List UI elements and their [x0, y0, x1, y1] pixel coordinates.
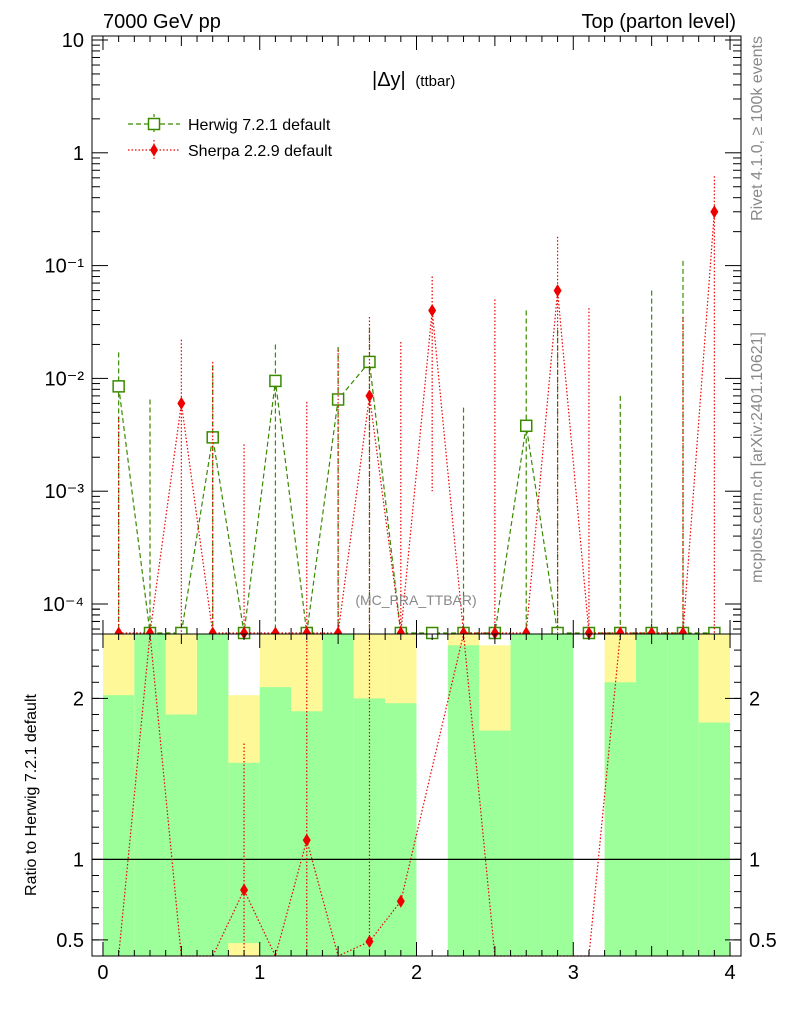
plot-title-main: |Δy| — [372, 69, 406, 91]
y-tick-label: 10⁻³ — [45, 481, 85, 503]
plot-title-sub: (ttbar) — [415, 73, 455, 90]
sherpa-ratio-point — [302, 833, 311, 847]
ratio-band-green — [447, 645, 480, 956]
rivet-label: Rivet 4.1.0, ≥ 100k events — [749, 36, 766, 221]
legend-entry-sherpa: Sherpa 2.2.9 default — [128, 140, 333, 160]
ratio-x-tick-label: 4 — [724, 962, 735, 984]
sherpa-data-point — [177, 396, 186, 410]
sherpa-data-point — [365, 389, 374, 403]
ratio-band-green — [259, 687, 292, 956]
ratio-band-green — [698, 722, 731, 956]
main-data-layer — [112, 176, 721, 640]
ratio-band-green — [134, 634, 166, 956]
herwig-data-point — [269, 374, 282, 388]
ratio-band-green — [604, 682, 636, 956]
mcplots-label: mcplots.cern.ch [arXiv:2401.10621] — [749, 332, 766, 583]
legend-herwig-marker — [147, 117, 161, 131]
ratio-band-green — [510, 634, 542, 956]
sherpa-ratio-point — [365, 935, 374, 949]
ratio-band-green — [667, 634, 699, 956]
main-plot-panel: 10 1 10⁻¹ 10⁻² 10⁻³ 10⁻⁴ |Δy| (ttbar) (MC_PRA… — [43, 30, 742, 640]
ratio-y-tick-label-left: 2 — [73, 688, 84, 710]
sherpa-data-point — [553, 284, 562, 298]
analysis-label: (MC_PRA_TTBAR) — [355, 592, 476, 608]
ratio-band-green — [102, 695, 135, 956]
sherpa-data-point — [490, 626, 499, 640]
herwig-data-point — [363, 355, 376, 369]
sherpa-ratio-point — [240, 883, 249, 897]
ratio-uncertainty-bands — [102, 634, 731, 956]
ratio-band-green — [541, 634, 574, 956]
ratio-plot-panel: 0.5 0.5 1 1 2 2 0 1 2 3 4 Ratio to Herwig 7.2.1 de… — [23, 633, 777, 984]
ratio-band-green — [635, 634, 668, 956]
ratio-band-green — [197, 634, 229, 956]
sherpa-data-point — [710, 205, 719, 219]
y-tick-label: 10⁻² — [45, 368, 85, 390]
main-y-axis: 10 1 10⁻¹ 10⁻² 10⁻³ 10⁻⁴ — [43, 30, 741, 634]
herwig-data-point — [519, 419, 533, 433]
herwig-data-point — [112, 380, 125, 393]
plot-title: |Δy| (ttbar) — [372, 69, 455, 91]
header-left: 7000 GeV pp — [103, 11, 221, 33]
ratio-y-axis-label: Ratio to Herwig 7.2.1 default — [23, 694, 40, 896]
legend-sherpa-marker — [150, 143, 158, 157]
ratio-x-tick-label: 0 — [97, 962, 108, 984]
y-tick-label: 10⁻¹ — [45, 256, 85, 278]
sherpa-series-line — [118, 211, 715, 634]
sherpa-data-point — [240, 626, 249, 640]
sherpa-data-point — [584, 626, 593, 640]
ratio-band-green — [165, 714, 198, 956]
ratio-y-tick-label-left: 1 — [73, 849, 84, 871]
header-right: Top (parton level) — [581, 11, 736, 33]
legend-sherpa-label: Sherpa 2.2.9 default — [188, 143, 333, 160]
ratio-y-tick-label-right: 1 — [749, 849, 760, 871]
y-tick-label: 10⁻⁴ — [43, 594, 84, 616]
ratio-y-tick-label-left: 0.5 — [56, 930, 84, 952]
legend-entry-herwig: Herwig 7.2.1 default — [128, 114, 331, 134]
ratio-x-tick-label: 2 — [411, 962, 422, 984]
ratio-band-green — [322, 634, 354, 956]
herwig-data-point — [206, 431, 219, 444]
legend-herwig-label: Herwig 7.2.1 default — [188, 117, 331, 134]
sherpa-data-point — [428, 303, 437, 317]
ratio-axes: 0.5 0.5 1 1 2 2 0 1 2 3 4 — [56, 634, 777, 984]
ratio-y-tick-label-right: 0.5 — [749, 930, 777, 952]
legend: Herwig 7.2.1 default Sherpa 2.2.9 defaul… — [128, 114, 333, 160]
ratio-y-tick-label-right: 2 — [749, 688, 760, 710]
y-tick-label: 10 — [62, 30, 84, 52]
ratio-x-tick-label: 1 — [254, 962, 265, 984]
sherpa-ratio-point — [396, 894, 405, 908]
y-tick-label: 1 — [73, 143, 84, 165]
ratio-band-green — [385, 703, 417, 956]
ratio-x-tick-label: 3 — [568, 962, 579, 984]
